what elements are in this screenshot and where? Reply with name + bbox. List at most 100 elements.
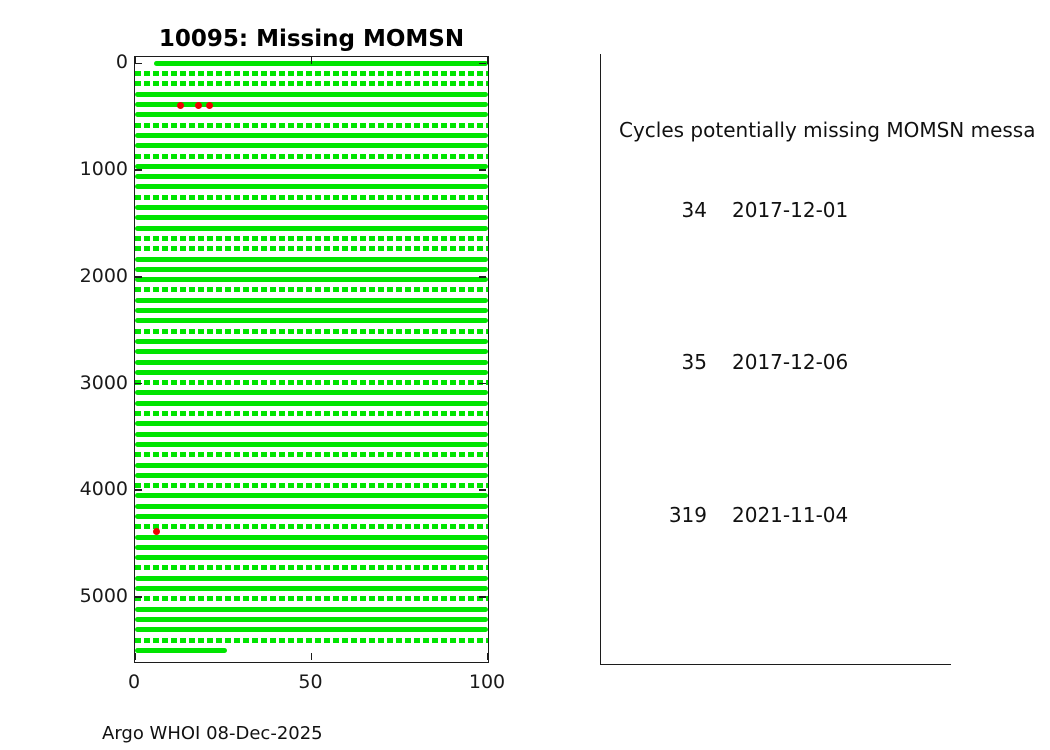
marker-row bbox=[135, 369, 488, 375]
missing-cycles-panel: Cycles potentially missing MOMSN messa 3… bbox=[600, 54, 1035, 665]
axis-tick bbox=[135, 62, 142, 65]
axis-tick bbox=[479, 596, 486, 598]
y-tick-label: 5000 bbox=[79, 584, 128, 607]
marker-row bbox=[135, 410, 488, 416]
missing-momsn-point bbox=[205, 101, 213, 109]
x-tick-label: 0 bbox=[127, 671, 141, 693]
marker-row bbox=[135, 297, 488, 303]
marker-row bbox=[135, 503, 488, 509]
marker-row bbox=[135, 71, 488, 77]
axis-tick bbox=[135, 57, 136, 64]
axis-tick bbox=[479, 382, 486, 385]
marker-row bbox=[135, 102, 488, 108]
axis-tick bbox=[135, 653, 136, 660]
marker-row bbox=[154, 60, 488, 66]
marker-row bbox=[135, 627, 488, 633]
marker-row bbox=[135, 225, 488, 231]
marker-row bbox=[135, 472, 488, 478]
missing-momsn-point bbox=[195, 101, 203, 109]
cycle-number: 319 bbox=[668, 503, 707, 527]
footer-note: Argo WHOI 08-Dec-2025 bbox=[102, 723, 323, 744]
axis-tick bbox=[479, 276, 486, 278]
y-tick-label: 2000 bbox=[79, 264, 128, 287]
marker-row bbox=[135, 359, 488, 365]
cycle-number: 35 bbox=[681, 350, 707, 374]
missing-cycle-entry: 34 2017-12-01 bbox=[601, 196, 1050, 224]
cycle-date: 2017-12-06 bbox=[732, 350, 849, 374]
missing-momsn-point bbox=[152, 528, 160, 536]
marker-row bbox=[135, 637, 488, 643]
x-tick-label: 50 bbox=[298, 671, 323, 693]
marker-row bbox=[135, 616, 488, 622]
marker-row bbox=[135, 421, 488, 427]
marker-row bbox=[135, 91, 488, 97]
marker-row bbox=[135, 308, 488, 314]
axis-tick bbox=[135, 169, 142, 171]
marker-row bbox=[135, 277, 488, 283]
marker-row bbox=[135, 483, 488, 489]
panel-heading: Cycles potentially missing MOMSN messa bbox=[619, 118, 1036, 142]
marker-row bbox=[135, 256, 488, 262]
axis-tick bbox=[479, 62, 486, 65]
y-tick-label: 0 bbox=[115, 51, 128, 74]
marker-row bbox=[135, 452, 488, 458]
x-tick-label: 100 bbox=[468, 671, 506, 693]
missing-momsn-point bbox=[177, 101, 185, 109]
marker-row bbox=[135, 328, 488, 334]
marker-row bbox=[135, 586, 488, 592]
marker-row bbox=[135, 647, 227, 653]
marker-row bbox=[135, 122, 488, 128]
axis-tick bbox=[479, 169, 486, 171]
axis-tick bbox=[479, 489, 486, 491]
marker-row bbox=[135, 565, 488, 571]
marker-row bbox=[135, 174, 488, 180]
axis-tick bbox=[310, 57, 313, 64]
marker-row bbox=[135, 431, 488, 437]
marker-row bbox=[135, 524, 488, 530]
axis-tick bbox=[135, 489, 142, 491]
cycle-date: 2017-12-01 bbox=[732, 198, 849, 222]
marker-row bbox=[135, 493, 488, 499]
marker-row bbox=[135, 596, 488, 602]
marker-row bbox=[135, 575, 488, 581]
y-tick-label: 3000 bbox=[79, 371, 128, 394]
marker-row bbox=[135, 338, 488, 344]
marker-row bbox=[135, 534, 488, 540]
marker-row bbox=[135, 112, 488, 118]
marker-row bbox=[135, 606, 488, 612]
cycle-date: 2021-11-04 bbox=[732, 503, 849, 527]
marker-row bbox=[135, 441, 488, 447]
marker-row bbox=[135, 194, 488, 200]
marker-row bbox=[135, 236, 488, 241]
axis-tick bbox=[487, 57, 488, 64]
marker-row bbox=[135, 215, 488, 221]
marker-row bbox=[135, 184, 488, 190]
axis-tick bbox=[135, 276, 142, 278]
marker-row bbox=[135, 349, 488, 355]
chart-title: 10095: Missing MOMSN bbox=[158, 26, 465, 52]
axis-tick bbox=[310, 653, 313, 660]
missing-cycle-entry: 35 2017-12-06 bbox=[601, 348, 1050, 376]
marker-row bbox=[135, 400, 488, 406]
axis-tick bbox=[487, 653, 488, 660]
cycle-number: 34 bbox=[681, 198, 707, 222]
marker-row bbox=[135, 143, 488, 149]
marker-row bbox=[135, 133, 488, 139]
marker-row bbox=[135, 287, 488, 293]
marker-row bbox=[135, 163, 488, 169]
missing-cycle-entry: 319 2021-11-04 bbox=[601, 501, 1050, 529]
marker-row bbox=[135, 318, 488, 324]
marker-row bbox=[135, 205, 488, 211]
axis-tick bbox=[135, 596, 142, 598]
marker-row bbox=[135, 153, 488, 159]
y-tick-label: 1000 bbox=[79, 158, 128, 181]
marker-row bbox=[135, 513, 488, 519]
plot-area bbox=[134, 56, 489, 663]
marker-row bbox=[135, 462, 488, 468]
y-tick-label: 4000 bbox=[79, 478, 128, 501]
marker-row bbox=[135, 81, 488, 87]
marker-row bbox=[135, 544, 488, 550]
marker-row bbox=[135, 266, 488, 272]
axis-tick bbox=[135, 382, 142, 385]
